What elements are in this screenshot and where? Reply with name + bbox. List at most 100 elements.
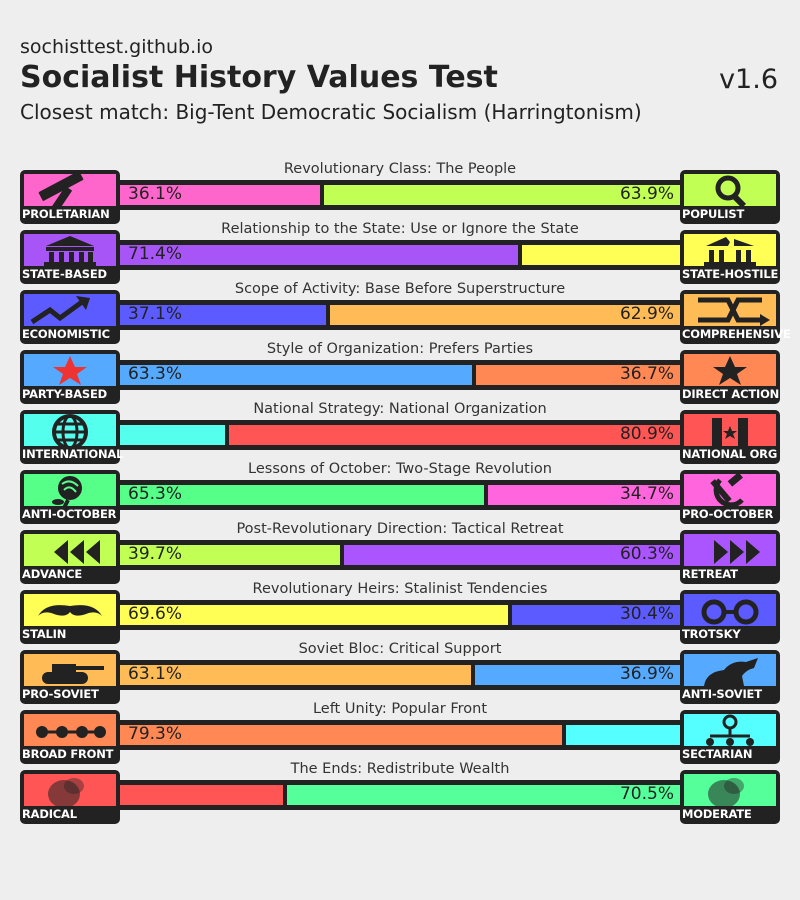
bar-left-segment xyxy=(120,785,283,805)
badge-label: RETREAT xyxy=(682,567,738,581)
bar-left-percent: 71.4% xyxy=(128,244,183,264)
axis-row-proletarian: Revolutionary Class: The People 36.1% 63.9… xyxy=(0,160,800,224)
axis-row-pro-soviet: Soviet Bloc: Critical Support 63.1% 36.9% P… xyxy=(0,640,800,704)
economistic-badge: ECONOMISTIC xyxy=(20,290,120,344)
bar-right-segment xyxy=(512,605,680,625)
bar-track: 37.1% 62.9% xyxy=(110,300,690,330)
national-org-badge: NATIONAL ORG xyxy=(680,410,780,464)
sectarian-badge: SECTARIAN xyxy=(680,710,780,764)
bar-right-segment xyxy=(330,305,680,325)
pro-soviet-badge: PRO-SOVIET xyxy=(20,650,120,704)
axis-label: Relationship to the State: Use or Ignore… xyxy=(221,221,579,237)
axis-row-international: National Strategy: National Organization… xyxy=(0,400,800,464)
badge-label: MODERATE xyxy=(682,807,752,821)
advance-badge: ADVANCE xyxy=(20,530,120,584)
badge-label: ADVANCE xyxy=(22,567,82,581)
tank-icon xyxy=(24,654,116,686)
bar-left-percent: 63.1% xyxy=(128,664,183,684)
badge-label: STATE-BASED xyxy=(22,267,107,281)
axis-label: Left Unity: Popular Front xyxy=(312,701,488,717)
bar-left-segment xyxy=(120,305,326,325)
black-star-icon xyxy=(684,354,776,386)
badge-label: STATE-HOSTILE xyxy=(682,267,779,281)
badge-label: TROTSKY xyxy=(682,627,741,641)
bar-right-segment xyxy=(566,725,680,745)
bar-left-segment xyxy=(120,425,225,445)
bar-left-percent: 37.1% xyxy=(128,304,183,324)
badge-label: ANTI-OCTOBER xyxy=(22,507,117,521)
axis-label: Revolutionary Class: The People xyxy=(283,161,517,177)
triangles-left-icon xyxy=(24,534,116,566)
bar-right-segment xyxy=(488,485,680,505)
badge-label: BROAD FRONT xyxy=(22,747,114,761)
badge-label: PARTY-BASED xyxy=(22,387,108,401)
bar-track: 79.3% xyxy=(110,720,690,750)
bar-track: 36.1% 63.9% xyxy=(110,180,690,210)
axis-row-broad-front: Left Unity: Popular Front 79.3% BROAD FRON… xyxy=(0,700,800,764)
moderate-badge: MODERATE xyxy=(680,770,780,824)
stalin-badge: STALIN xyxy=(20,590,120,644)
bar-left-percent: 63.3% xyxy=(128,364,183,384)
direct-action-badge: DIRECT ACTION xyxy=(680,350,780,404)
bar-right-percent: 60.3% xyxy=(619,544,674,564)
proletarian-badge: PROLETARIAN xyxy=(20,170,120,224)
bar-left-segment xyxy=(120,725,562,745)
bar-left-percent: 39.7% xyxy=(128,544,183,564)
broken-building-icon xyxy=(684,234,776,266)
red-star-icon xyxy=(24,354,116,386)
bar-right-segment xyxy=(229,425,680,445)
bar-track: 80.9% xyxy=(110,420,690,450)
rose-icon xyxy=(24,474,116,506)
axis-label: Style of Organization: Prefers Parties xyxy=(266,341,534,357)
trotsky-badge: TROTSKY xyxy=(680,590,780,644)
round-glasses-icon xyxy=(684,594,776,626)
flag-star-icon xyxy=(684,414,776,446)
axis-label: Soviet Bloc: Critical Support xyxy=(298,641,502,657)
bar-left-percent: 36.1% xyxy=(128,184,183,204)
bar-track: 63.3% 36.7% xyxy=(110,360,690,390)
mustache-icon xyxy=(24,594,116,626)
bar-track: 70.5% xyxy=(110,780,690,810)
axis-row-advance: Post-Revolutionary Direction: Tactical R… xyxy=(0,520,800,584)
bar-left-segment xyxy=(120,245,518,265)
horse-icon xyxy=(684,654,776,686)
bar-right-segment xyxy=(475,665,680,685)
pro-october-badge: PRO-OCTOBER xyxy=(680,470,780,524)
bar-track: 71.4% xyxy=(110,240,690,270)
axis-label: Revolutionary Heirs: Stalinist Tendencie… xyxy=(252,581,548,597)
retreat-badge: RETREAT xyxy=(680,530,780,584)
badge-label: COMPREHENSIVE xyxy=(682,327,791,341)
bar-right-segment xyxy=(344,545,680,565)
badge-label: PRO-SOVIET xyxy=(22,687,99,701)
bar-right-segment xyxy=(522,245,680,265)
bar-right-percent: 36.9% xyxy=(619,664,674,684)
bar-left-percent: 65.3% xyxy=(128,484,183,504)
bar-left-percent: 69.6% xyxy=(128,604,183,624)
badge-label: SECTARIAN xyxy=(682,747,753,761)
axis-row-anti-october: Lessons of October: Two-Stage Revolution… xyxy=(0,460,800,524)
badge-label: PRO-OCTOBER xyxy=(682,507,774,521)
globe-icon xyxy=(24,414,116,446)
anti-soviet-badge: ANTI-SOVIET xyxy=(680,650,780,704)
bar-track: 39.7% 60.3% xyxy=(110,540,690,570)
portrait-icon xyxy=(684,774,776,806)
badge-label: ECONOMISTIC xyxy=(22,327,110,341)
axis-row-stalin: Revolutionary Heirs: Stalinist Tendencie… xyxy=(0,580,800,644)
bar-left-segment xyxy=(120,185,320,205)
bar-right-segment xyxy=(324,185,680,205)
bar-left-percent: 79.3% xyxy=(128,724,183,744)
party-based-badge: PARTY-BASED xyxy=(20,350,120,404)
axis-row-radical: The Ends: Redistribute Wealth 70.5% RADICA… xyxy=(0,760,800,824)
portrait-icon xyxy=(24,774,116,806)
government-building-icon xyxy=(24,234,116,266)
badge-label: RADICAL xyxy=(22,807,77,821)
hammer-sickle-icon xyxy=(684,474,776,506)
page-title: Socialist History Values Test xyxy=(20,60,498,95)
hammer-icon xyxy=(24,174,116,206)
radical-badge: RADICAL xyxy=(20,770,120,824)
axis-row-party-based: Style of Organization: Prefers Parties 63… xyxy=(0,340,800,404)
axis-label: Scope of Activity: Base Before Superstru… xyxy=(234,281,566,297)
anti-october-badge: ANTI-OCTOBER xyxy=(20,470,120,524)
badge-label: STALIN xyxy=(22,627,67,641)
badge-label: PROLETARIAN xyxy=(22,207,110,221)
